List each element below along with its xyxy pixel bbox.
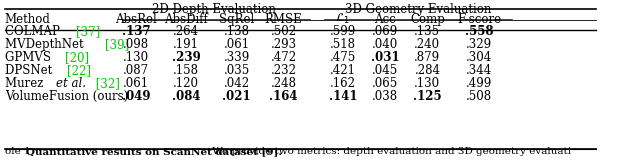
Text: .518: .518	[330, 38, 356, 51]
Text: .137: .137	[122, 25, 150, 38]
Text: RMSE: RMSE	[265, 13, 303, 26]
Text: We provide two metrics: depth evaluation and 3D geometry evaluati: We provide two metrics: depth evaluation…	[209, 147, 572, 156]
Text: .130: .130	[123, 51, 149, 64]
Text: .065: .065	[372, 77, 398, 90]
Text: 2D Depth Evaluation: 2D Depth Evaluation	[152, 3, 276, 16]
Text: Comp: Comp	[410, 13, 445, 26]
Text: .049: .049	[122, 89, 150, 103]
Text: .061: .061	[223, 38, 250, 51]
Text: .599: .599	[330, 25, 356, 38]
Text: 3D Geometry Evaluation: 3D Geometry Evaluation	[345, 3, 491, 16]
Text: .164: .164	[269, 89, 298, 103]
Text: [32]: [32]	[92, 77, 120, 90]
Text: .158: .158	[173, 64, 199, 77]
Text: .232: .232	[271, 64, 297, 77]
Text: DPSNet: DPSNet	[4, 64, 56, 77]
Text: .162: .162	[330, 77, 356, 90]
Text: .061: .061	[123, 77, 149, 90]
Text: .141: .141	[328, 89, 357, 103]
Text: .084: .084	[172, 89, 200, 103]
Text: AbsDiff: AbsDiff	[164, 13, 208, 26]
Text: SqRel: SqRel	[219, 13, 254, 26]
Text: MVDepthNet: MVDepthNet	[4, 38, 87, 51]
Text: VolumeFusion (ours): VolumeFusion (ours)	[4, 89, 128, 103]
Text: .098: .098	[123, 38, 149, 51]
Text: .329: .329	[466, 38, 492, 51]
Text: .069: .069	[372, 25, 398, 38]
Text: .499: .499	[466, 77, 492, 90]
Text: .038: .038	[372, 89, 398, 103]
Text: .421: .421	[330, 64, 356, 77]
Text: GPMVS: GPMVS	[4, 51, 54, 64]
Text: .472: .472	[271, 51, 297, 64]
Text: COLMAP: COLMAP	[4, 25, 63, 38]
Text: Quantitative results on ScanNet dataset [9].: Quantitative results on ScanNet dataset …	[26, 147, 282, 156]
Text: .304: .304	[466, 51, 492, 64]
Text: [22]: [22]	[67, 64, 90, 77]
Text: .502: .502	[271, 25, 297, 38]
Text: .240: .240	[414, 38, 440, 51]
Text: .239: .239	[172, 51, 200, 64]
Text: .120: .120	[173, 77, 199, 90]
Text: [20]: [20]	[65, 51, 89, 64]
Text: .042: .042	[223, 77, 250, 90]
Text: $\mathcal{L}_1$: $\mathcal{L}_1$	[335, 12, 350, 26]
Text: .087: .087	[123, 64, 149, 77]
Text: Method: Method	[4, 13, 51, 26]
Text: .284: .284	[414, 64, 440, 77]
Text: [37]: [37]	[76, 25, 100, 38]
Text: [39]: [39]	[104, 38, 129, 51]
Text: AbsRel: AbsRel	[115, 13, 157, 26]
Text: .031: .031	[371, 51, 399, 64]
Text: .035: .035	[223, 64, 250, 77]
Text: .135: .135	[414, 25, 440, 38]
Text: .021: .021	[223, 89, 251, 103]
Text: .040: .040	[372, 38, 398, 51]
Text: .508: .508	[466, 89, 492, 103]
Text: Acc: Acc	[374, 13, 396, 26]
Text: .191: .191	[173, 38, 199, 51]
Text: .293: .293	[271, 38, 297, 51]
Text: .264: .264	[173, 25, 199, 38]
Text: .045: .045	[372, 64, 398, 77]
Text: .344: .344	[466, 64, 492, 77]
Text: .248: .248	[271, 77, 297, 90]
Text: ole 1.: ole 1.	[4, 147, 37, 156]
Text: et al.: et al.	[56, 77, 86, 90]
Text: .475: .475	[330, 51, 356, 64]
Text: .339: .339	[223, 51, 250, 64]
Text: .125: .125	[413, 89, 442, 103]
Text: .130: .130	[414, 77, 440, 90]
Text: F-score: F-score	[457, 13, 501, 26]
Text: Murez: Murez	[4, 77, 47, 90]
Text: .879: .879	[414, 51, 440, 64]
Text: .138: .138	[224, 25, 250, 38]
Text: .558: .558	[465, 25, 493, 38]
